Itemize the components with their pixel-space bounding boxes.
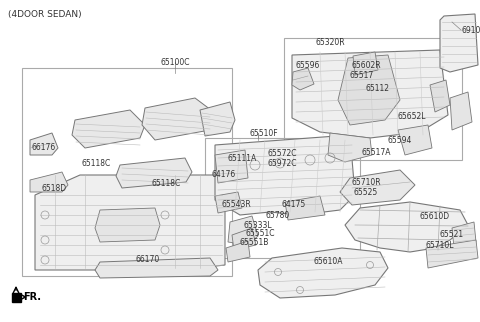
Polygon shape: [228, 216, 258, 245]
Text: 65517: 65517: [350, 71, 374, 80]
Text: FR.: FR.: [23, 292, 41, 302]
Polygon shape: [430, 80, 450, 112]
Polygon shape: [285, 196, 325, 220]
Text: 65118C: 65118C: [82, 158, 111, 167]
Text: 65510F: 65510F: [250, 128, 278, 137]
Text: 65710R: 65710R: [352, 177, 382, 186]
Polygon shape: [200, 102, 235, 136]
Bar: [22, 68, 232, 276]
Text: 65525: 65525: [354, 187, 378, 196]
Text: 65572C: 65572C: [268, 148, 298, 157]
Text: 65780: 65780: [266, 211, 290, 220]
Polygon shape: [215, 135, 355, 215]
Text: 65543R: 65543R: [222, 200, 252, 209]
Text: 65602R: 65602R: [351, 61, 381, 70]
Polygon shape: [226, 241, 250, 262]
Text: 64175: 64175: [282, 200, 306, 209]
Text: 65594: 65594: [388, 136, 412, 145]
Polygon shape: [338, 55, 400, 125]
Text: 64176: 64176: [211, 169, 235, 178]
Text: 65610A: 65610A: [313, 258, 343, 267]
Text: (4DOOR SEDAN): (4DOOR SEDAN): [8, 10, 82, 19]
Text: 65972C: 65972C: [268, 158, 298, 167]
Polygon shape: [450, 92, 472, 130]
Text: 6518D: 6518D: [42, 184, 67, 193]
Polygon shape: [35, 175, 225, 270]
Polygon shape: [95, 208, 160, 242]
Polygon shape: [142, 98, 215, 140]
Polygon shape: [452, 222, 476, 248]
Polygon shape: [30, 172, 68, 192]
Text: 65652L: 65652L: [398, 111, 427, 120]
Text: 65112: 65112: [366, 83, 390, 92]
Text: 65100C: 65100C: [160, 58, 190, 67]
Polygon shape: [353, 52, 378, 75]
Bar: [284, 38, 462, 160]
Polygon shape: [328, 133, 372, 162]
Text: 65710L: 65710L: [426, 241, 455, 250]
Bar: [12, 293, 21, 302]
Polygon shape: [258, 248, 388, 298]
Bar: [205, 138, 360, 258]
Polygon shape: [72, 110, 145, 148]
Text: 65521: 65521: [440, 230, 464, 239]
Text: 65551B: 65551B: [240, 238, 269, 247]
Polygon shape: [426, 240, 478, 268]
Text: 65111A: 65111A: [227, 154, 256, 163]
Polygon shape: [292, 68, 314, 90]
Text: 65118C: 65118C: [152, 178, 181, 187]
Polygon shape: [340, 170, 415, 205]
Text: 65333L: 65333L: [243, 221, 272, 230]
Text: 65320R: 65320R: [315, 37, 345, 46]
Text: 66170: 66170: [136, 254, 160, 263]
Polygon shape: [232, 228, 256, 250]
Text: 65610D: 65610D: [420, 212, 450, 221]
Text: 66176: 66176: [32, 143, 56, 151]
Polygon shape: [440, 14, 478, 72]
Text: 65517A: 65517A: [362, 147, 392, 156]
Polygon shape: [215, 192, 242, 213]
Polygon shape: [116, 158, 192, 188]
Polygon shape: [398, 125, 432, 155]
Polygon shape: [215, 150, 248, 183]
Polygon shape: [345, 202, 468, 252]
Polygon shape: [95, 258, 218, 278]
Text: 69100: 69100: [461, 25, 480, 34]
Text: 65551C: 65551C: [245, 229, 275, 238]
Text: 65596: 65596: [296, 61, 320, 70]
Polygon shape: [30, 133, 58, 155]
Polygon shape: [292, 50, 448, 138]
